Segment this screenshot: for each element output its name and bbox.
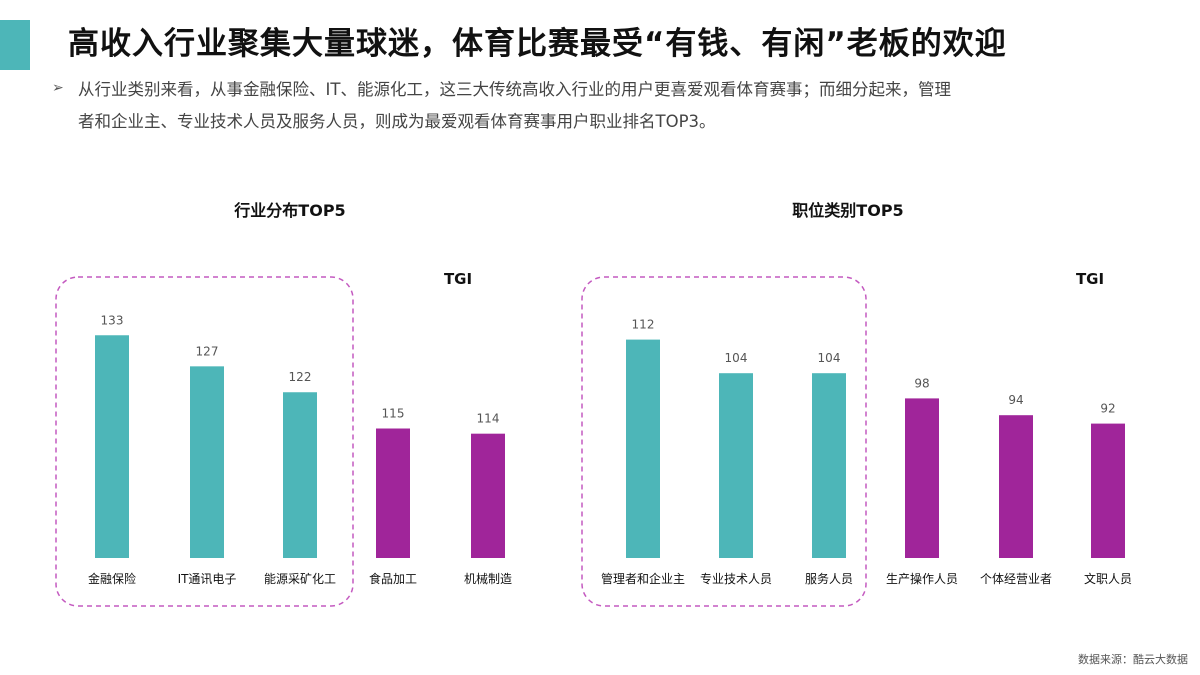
value-label: 115: [382, 407, 405, 421]
bar: [283, 392, 317, 558]
category-label: 生产操作人员: [886, 571, 958, 586]
page-title: 高收入行业聚集大量球迷，体育比赛最受“有钱、有闲”老板的欢迎: [68, 26, 1007, 62]
chart-industry: 行业分布TOP5 TGI 133 金融保险 127 IT通讯电子 122 能源采矿化工 11…: [55, 201, 512, 607]
tgi-label: TGI: [1076, 270, 1104, 288]
value-label: 127: [196, 344, 219, 358]
bullet-arrow-icon: ➢: [52, 80, 64, 96]
chart-title: 行业分布TOP5: [233, 201, 345, 220]
value-label: 104: [725, 351, 748, 365]
category-label: 专业技术人员: [700, 571, 772, 586]
value-label: 122: [289, 370, 312, 384]
highlight-box: [581, 276, 867, 607]
value-label: 94: [1008, 393, 1023, 407]
value-label: 104: [818, 351, 841, 365]
value-label: 133: [101, 313, 124, 327]
source-note: 数据来源：酷云大数据: [1078, 653, 1188, 666]
bar: [999, 415, 1033, 558]
value-label: 92: [1100, 402, 1115, 416]
category-label: 金融保险: [88, 571, 136, 586]
category-label: 能源采矿化工: [264, 572, 336, 586]
bar-group: 112 管理者和企业主 104 专业技术人员 104 服务人员 98 生产操作人员 94 个体经营…: [601, 318, 1132, 586]
value-label: 98: [914, 376, 929, 390]
bar: [190, 366, 224, 558]
category-label: 机械制造: [464, 571, 512, 586]
category-label: 个体经营业者: [980, 572, 1052, 586]
bar-group: 133 金融保险 127 IT通讯电子 122 能源采矿化工 115 食品加工 114 机械制造: [88, 313, 512, 586]
bar: [471, 433, 505, 558]
category-label: 管理者和企业主: [601, 571, 685, 586]
summary-line-1: 从行业类别来看，从事金融保险、IT、能源化工，这三大传统高收入行业的用户更喜爱观…: [78, 80, 951, 99]
category-label: 服务人员: [805, 571, 853, 586]
bar: [376, 428, 410, 558]
category-label: IT通讯电子: [178, 572, 237, 586]
highlight-box: [55, 276, 354, 607]
bar: [1091, 423, 1125, 558]
summary-line-2: 者和企业主、专业技术人员及服务人员，则成为最爱观看体育赛事用户职业排名TOP3。: [78, 112, 716, 131]
bar: [812, 373, 846, 558]
value-label: 112: [632, 318, 655, 332]
summary-text: 从行业类别来看，从事金融保险、IT、能源化工，这三大传统高收入行业的用户更喜爱观…: [78, 74, 1168, 138]
bar: [719, 373, 753, 558]
tgi-label: TGI: [444, 270, 472, 288]
bar: [905, 398, 939, 558]
category-label: 文职人员: [1084, 571, 1132, 586]
category-label: 食品加工: [369, 571, 417, 586]
chart-title: 职位类别TOP5: [792, 201, 903, 220]
bar: [626, 339, 660, 558]
value-label: 114: [477, 412, 500, 426]
title-accent-bar: [0, 20, 30, 70]
chart-occupation: 职位类别TOP5 TGI 112 管理者和企业主 104 专业技术人员 104 服务人员 9…: [581, 201, 1132, 607]
bar: [95, 335, 129, 558]
